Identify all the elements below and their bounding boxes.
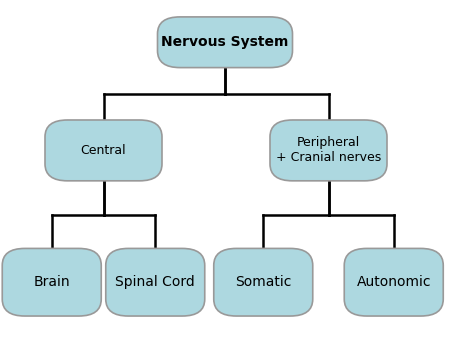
FancyBboxPatch shape (106, 248, 205, 316)
Text: Brain: Brain (33, 275, 70, 289)
Text: Central: Central (81, 144, 126, 157)
FancyBboxPatch shape (270, 120, 387, 181)
FancyBboxPatch shape (45, 120, 162, 181)
FancyBboxPatch shape (344, 248, 443, 316)
Text: Peripheral
+ Cranial nerves: Peripheral + Cranial nerves (276, 137, 381, 164)
Text: Somatic: Somatic (235, 275, 292, 289)
FancyBboxPatch shape (2, 248, 101, 316)
Text: Spinal Cord: Spinal Cord (115, 275, 195, 289)
FancyBboxPatch shape (158, 17, 292, 68)
Text: Autonomic: Autonomic (356, 275, 431, 289)
Text: Nervous System: Nervous System (161, 35, 289, 49)
FancyBboxPatch shape (214, 248, 313, 316)
